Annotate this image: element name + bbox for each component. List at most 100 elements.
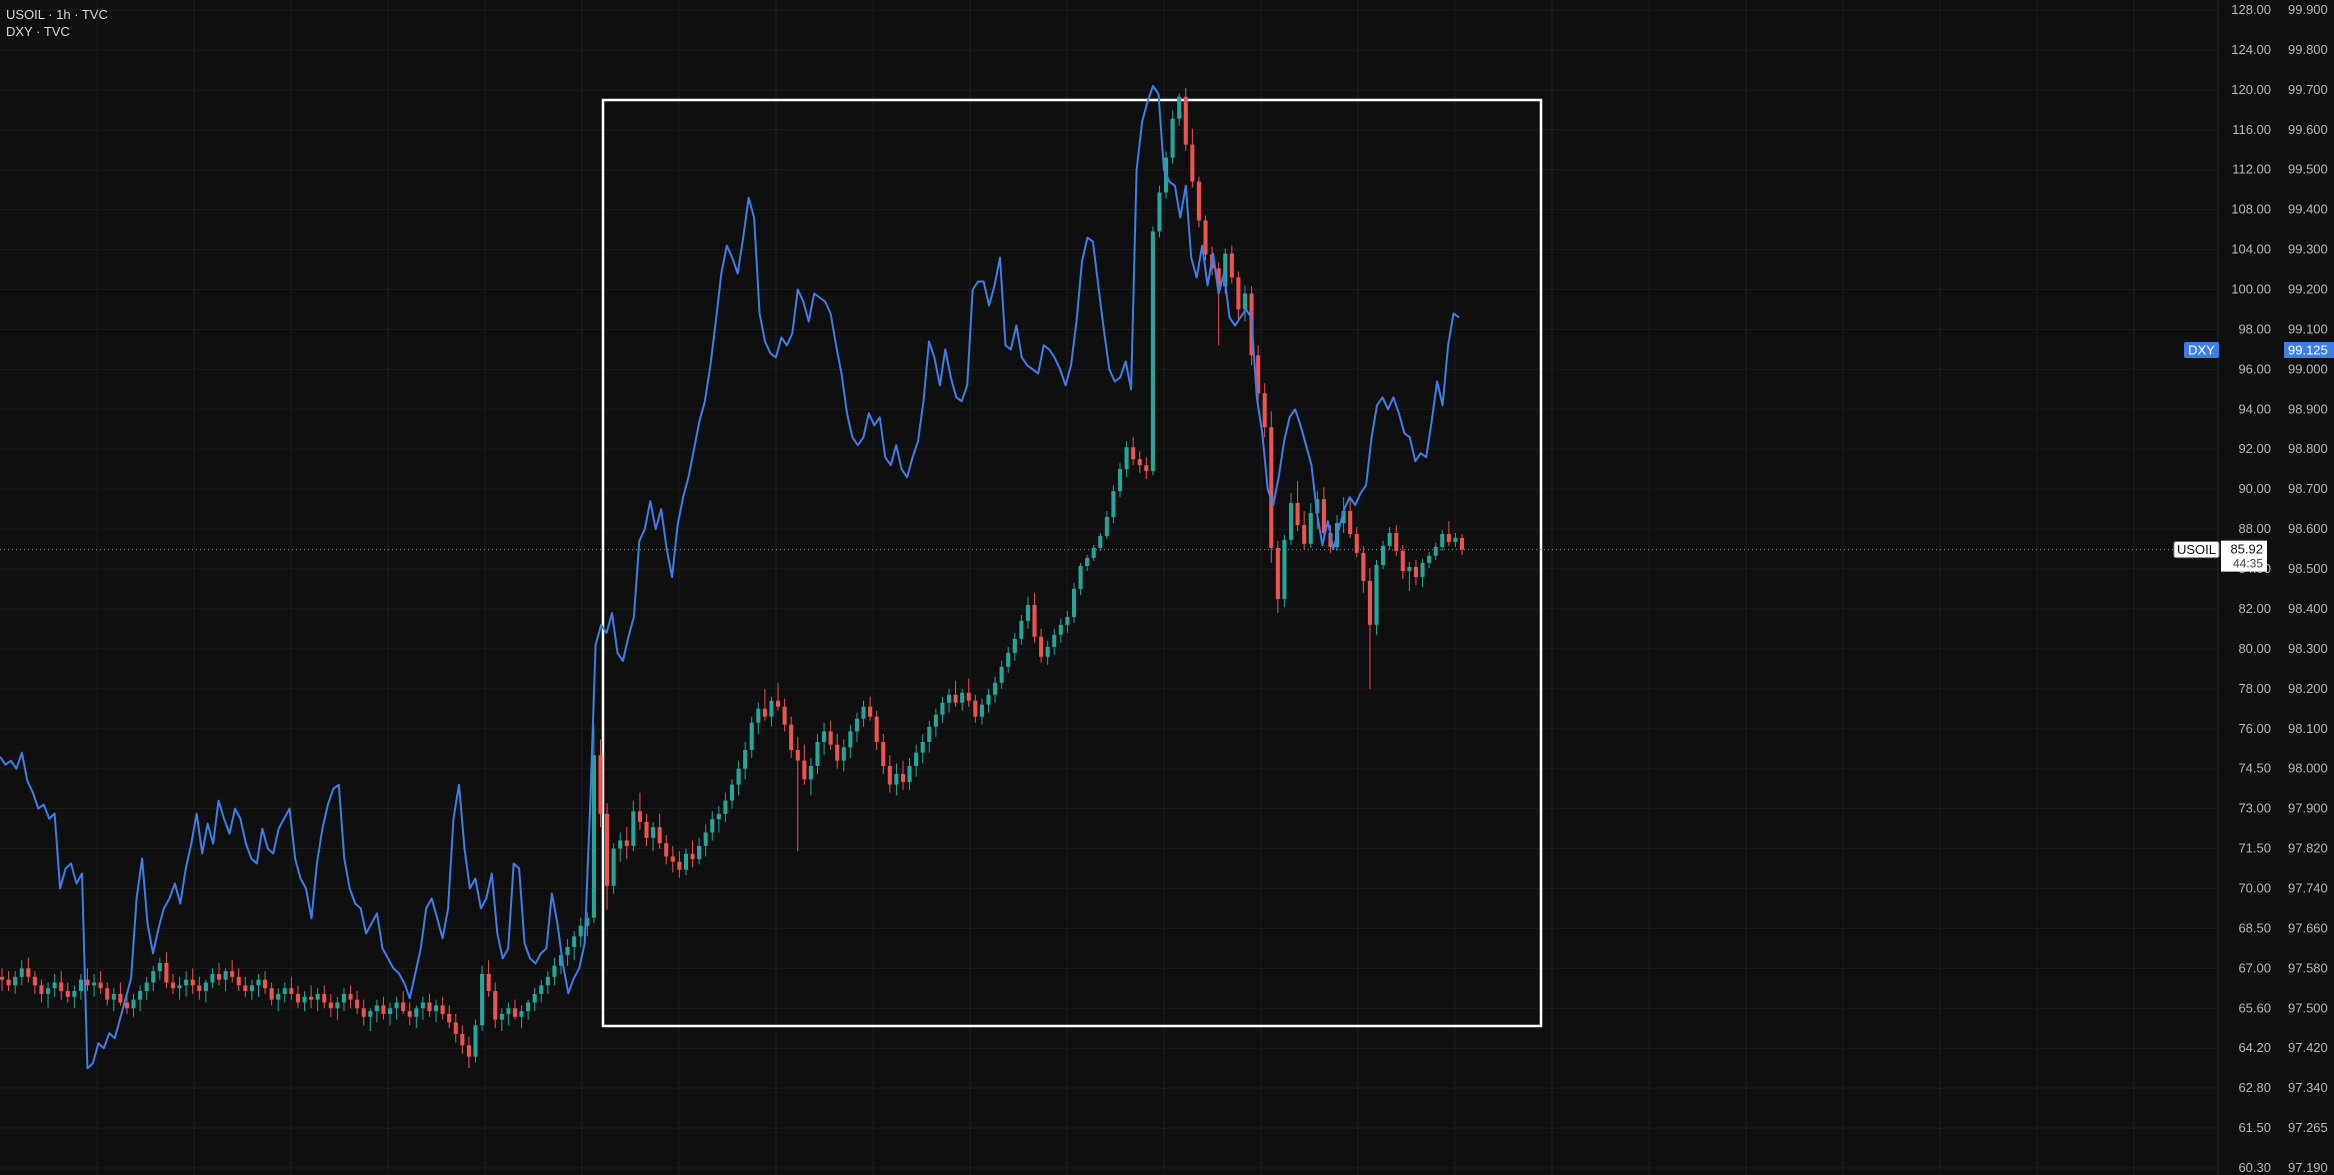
dxy-tick-label: 98.900 bbox=[2288, 401, 2328, 416]
candle bbox=[1256, 345, 1261, 404]
legend-usoil[interactable]: USOIL · 1h · TVC bbox=[6, 7, 108, 22]
candle-body bbox=[1341, 511, 1346, 524]
candle-body bbox=[1446, 533, 1451, 542]
candle bbox=[637, 792, 642, 830]
candle-body bbox=[1440, 533, 1445, 547]
candle bbox=[1374, 559, 1379, 635]
candle bbox=[480, 965, 485, 1031]
candle-body bbox=[697, 845, 702, 860]
candle-body bbox=[341, 993, 347, 1003]
candle bbox=[729, 779, 735, 809]
candle-body bbox=[808, 766, 813, 780]
candle-body bbox=[1453, 537, 1458, 542]
candle bbox=[348, 985, 353, 1009]
candle bbox=[315, 988, 320, 1012]
candle bbox=[585, 912, 590, 937]
candle bbox=[986, 688, 991, 713]
candle-body bbox=[1256, 355, 1261, 394]
candle-body bbox=[887, 766, 892, 785]
candle bbox=[1144, 457, 1149, 480]
candle-body bbox=[295, 993, 300, 1003]
candle-body bbox=[723, 800, 728, 814]
candle bbox=[716, 805, 721, 833]
usoil-tick-label: 61.50 bbox=[2238, 1120, 2271, 1135]
candle-body bbox=[940, 702, 945, 715]
usoil-tick-label: 68.50 bbox=[2238, 920, 2271, 935]
candle-body bbox=[1131, 447, 1136, 460]
candle-body bbox=[440, 1005, 445, 1014]
usoil-tick-label: 88.00 bbox=[2238, 521, 2271, 536]
candle-body bbox=[263, 979, 268, 989]
candle bbox=[0, 968, 5, 992]
candle-body bbox=[591, 755, 596, 918]
candle bbox=[993, 676, 998, 703]
candle-body bbox=[355, 999, 360, 1009]
candle-body bbox=[1367, 580, 1372, 625]
candle bbox=[822, 722, 827, 756]
candle-body bbox=[6, 979, 11, 986]
legend-dxy[interactable]: DXY · TVC bbox=[6, 24, 70, 39]
candle-body bbox=[85, 979, 90, 986]
candle-body bbox=[1170, 118, 1175, 158]
candle-body bbox=[920, 741, 925, 753]
candle-body bbox=[499, 1013, 504, 1020]
dxy-label-text: DXY bbox=[2188, 343, 2215, 358]
candle-body bbox=[907, 766, 912, 782]
candle bbox=[526, 999, 531, 1020]
candle-body bbox=[1157, 192, 1162, 232]
candle bbox=[85, 968, 90, 992]
usoil-label-bg bbox=[2173, 541, 2220, 559]
candle bbox=[1085, 554, 1090, 572]
candle-body bbox=[315, 993, 320, 1000]
candle bbox=[361, 999, 366, 1026]
candle-body bbox=[118, 993, 123, 1003]
dxy-tick-label: 97.660 bbox=[2288, 920, 2328, 935]
candle-body bbox=[841, 747, 846, 761]
candle-body bbox=[1012, 638, 1017, 653]
candle-body bbox=[1229, 253, 1234, 278]
candle bbox=[973, 694, 978, 723]
candle bbox=[289, 976, 294, 1000]
candle-body bbox=[473, 1025, 478, 1057]
candle-body bbox=[979, 704, 984, 717]
candle-body bbox=[558, 954, 564, 966]
candle-body bbox=[72, 991, 77, 997]
candle bbox=[512, 999, 518, 1020]
dxy-tick-label: 99.300 bbox=[2288, 242, 2328, 257]
candle-body bbox=[1216, 268, 1221, 287]
candle-body bbox=[743, 749, 748, 769]
candle bbox=[447, 1005, 452, 1029]
candle bbox=[1387, 527, 1392, 550]
candle bbox=[651, 821, 656, 852]
candle bbox=[1104, 511, 1109, 539]
candle-body bbox=[1085, 557, 1090, 566]
usoil-tick-label: 73.00 bbox=[2238, 801, 2271, 816]
candle-body bbox=[828, 731, 833, 745]
candle-body bbox=[243, 985, 248, 992]
candle bbox=[631, 800, 636, 852]
candle bbox=[1308, 503, 1313, 548]
candle bbox=[1203, 215, 1208, 261]
candle bbox=[756, 702, 761, 735]
candle bbox=[131, 993, 136, 1017]
candle-body bbox=[1381, 545, 1386, 565]
candle-body bbox=[1321, 499, 1326, 534]
candle bbox=[690, 840, 695, 868]
candle bbox=[1229, 245, 1234, 284]
dxy-tick-label: 98.500 bbox=[2288, 561, 2328, 576]
dxy-tick-label: 99.400 bbox=[2288, 202, 2328, 217]
candle-body bbox=[256, 979, 261, 986]
candle bbox=[263, 971, 268, 994]
candle-body bbox=[782, 706, 787, 725]
candle-body bbox=[519, 1011, 524, 1017]
candle bbox=[979, 698, 984, 725]
candle bbox=[144, 976, 149, 1000]
candle-body bbox=[361, 1008, 366, 1017]
candle bbox=[1078, 562, 1083, 595]
candle bbox=[177, 976, 182, 1000]
candle bbox=[341, 988, 347, 1012]
candle bbox=[72, 985, 77, 1009]
candle bbox=[815, 734, 820, 774]
